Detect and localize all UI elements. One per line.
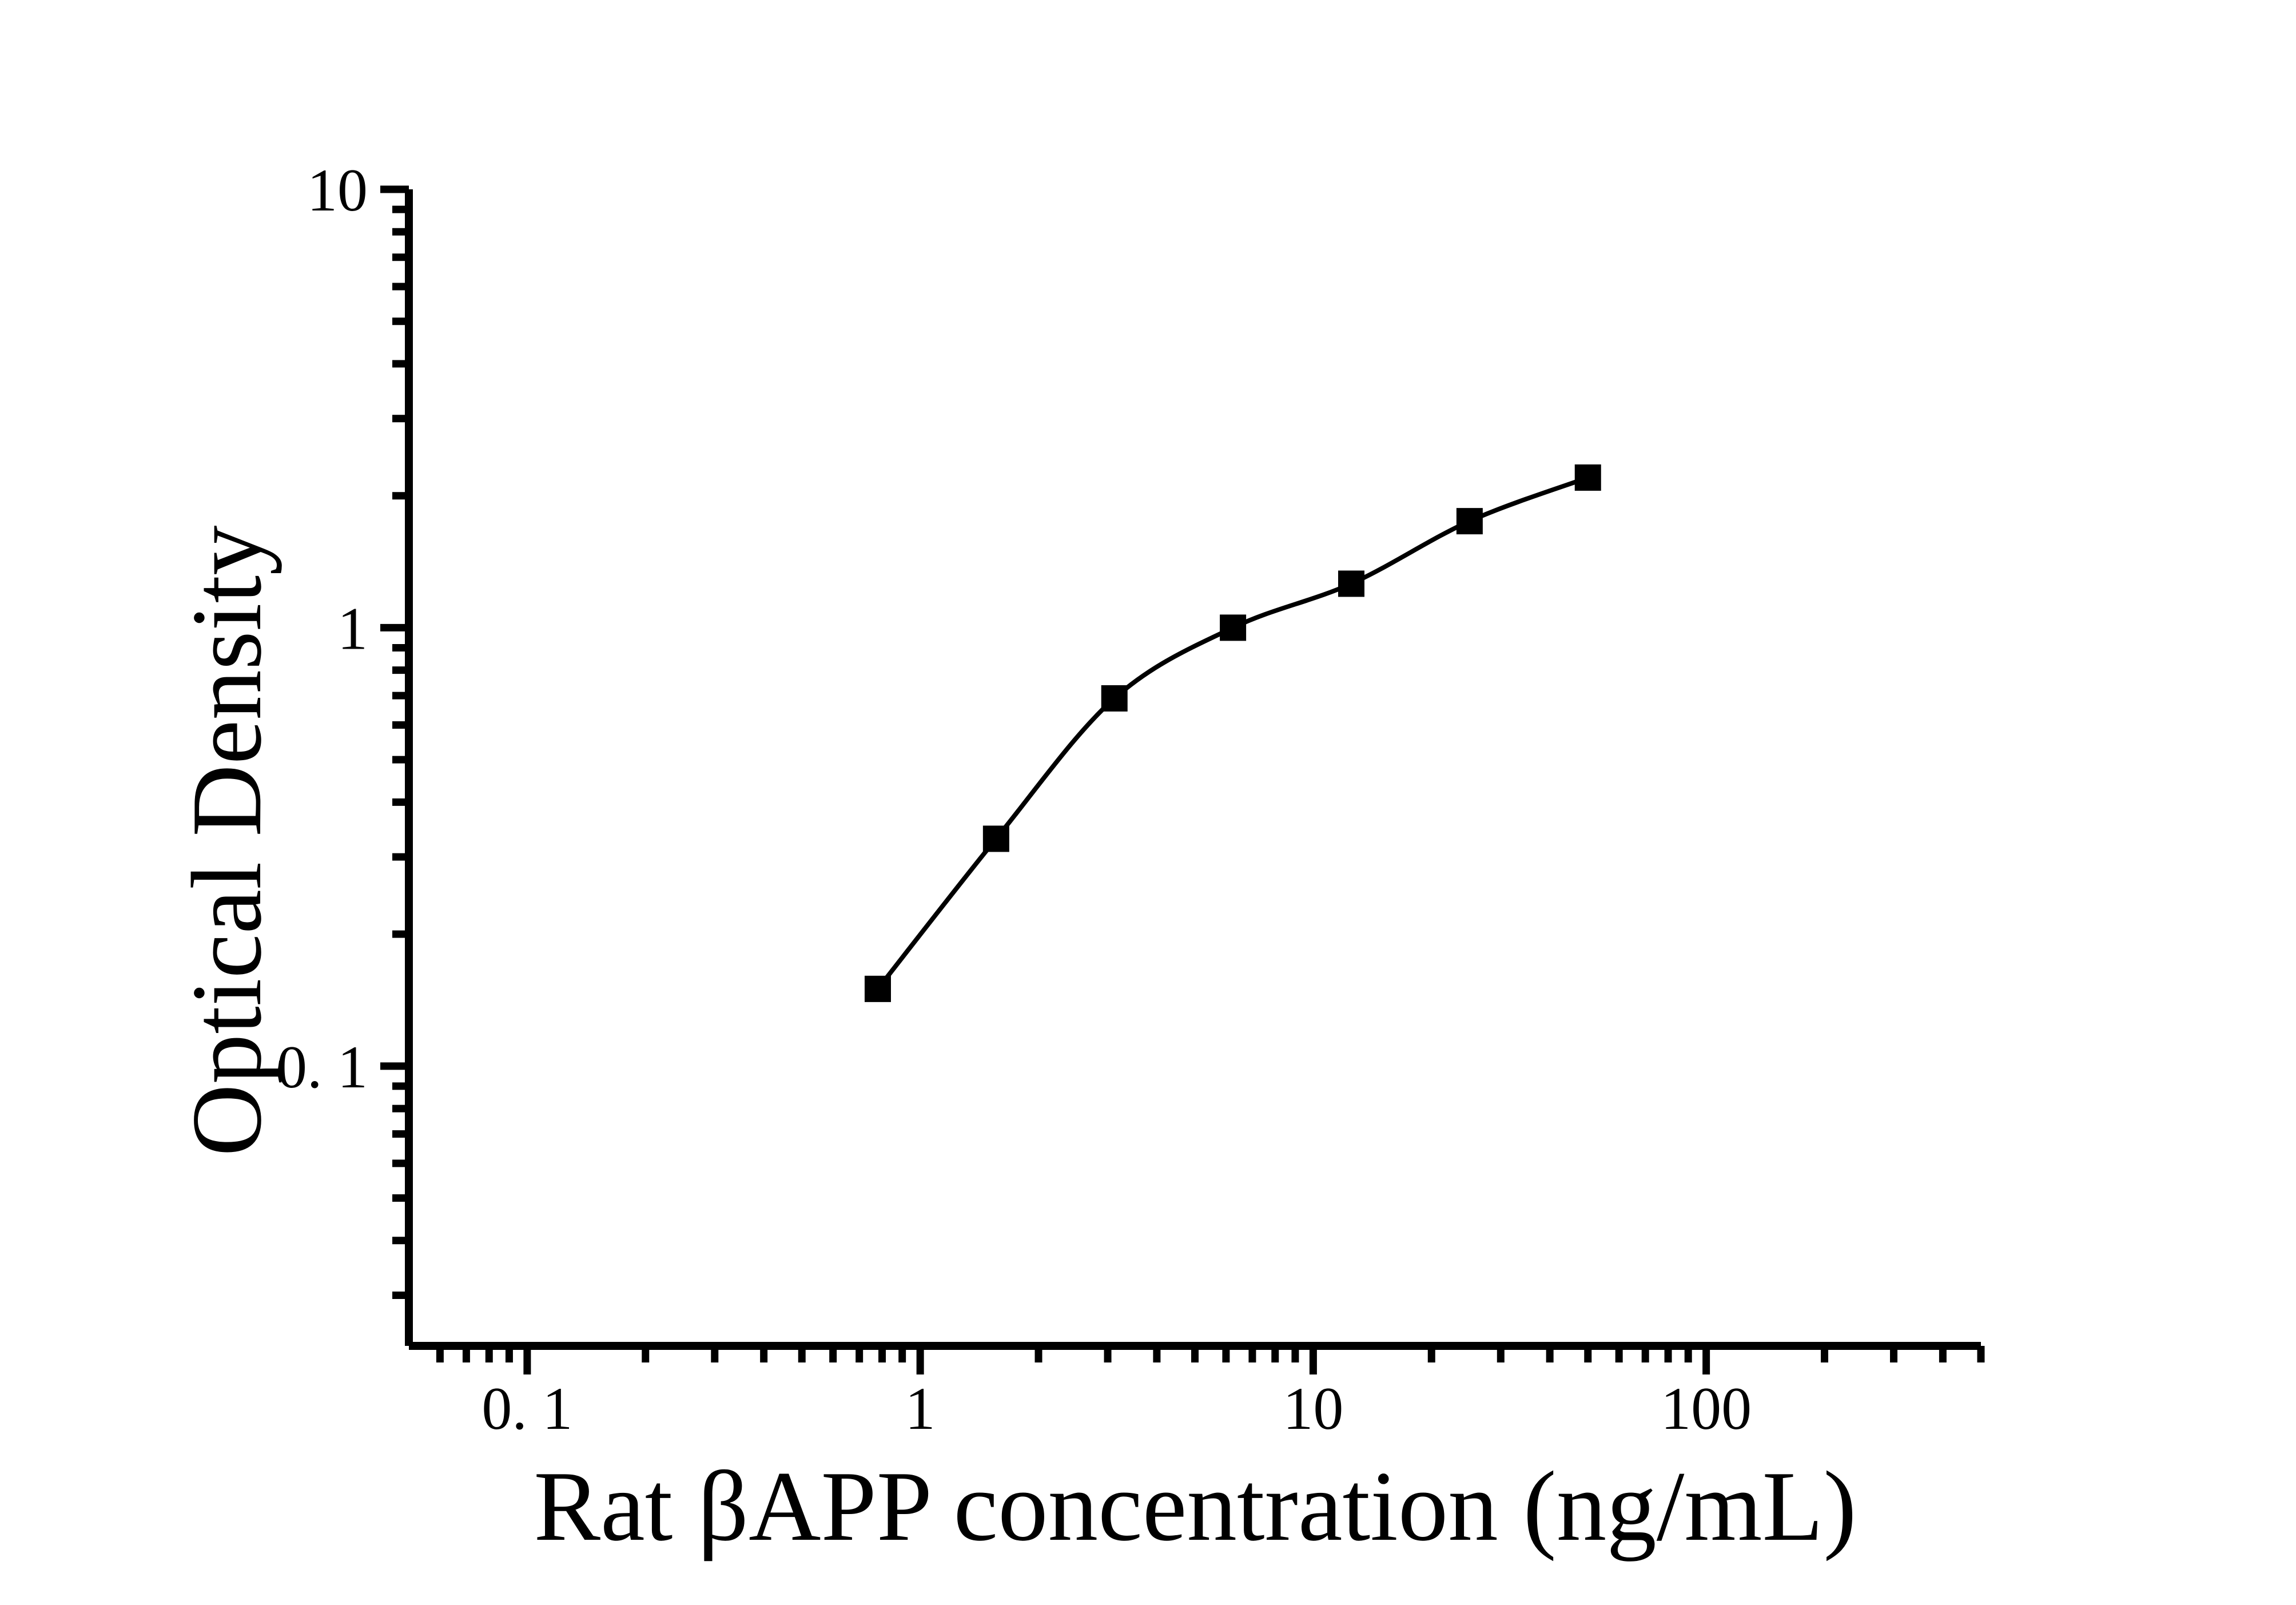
x-axis-tick-labels: 0. 1 1 10 100 [482,1375,1752,1442]
data-point-marker [864,975,891,1002]
y-tick-label: 0. 1 [277,1034,368,1101]
y-axis-title: Optical Density [171,525,282,1156]
y-tick-label: 1 [337,595,368,662]
data-point-marker [1574,464,1601,491]
x-axis-ticks [436,1346,1985,1374]
x-axis-title: Rat βAPP concentration (ng/mL) [534,1451,1856,1562]
data-point-marker [1338,570,1364,597]
data-point-marker [1220,614,1247,641]
x-tick-label: 0. 1 [482,1375,572,1442]
x-tick-label: 10 [1283,1375,1343,1442]
data-point-marker [1101,685,1128,712]
y-axis-tick-labels: 10 1 0. 1 [277,157,368,1101]
data-point-marker [982,825,1009,852]
y-tick-label: 10 [307,157,368,224]
data-point-marker [1456,508,1483,535]
x-tick-label: 100 [1661,1375,1752,1442]
data-point-markers [864,464,1601,1002]
x-tick-label: 1 [905,1375,936,1442]
